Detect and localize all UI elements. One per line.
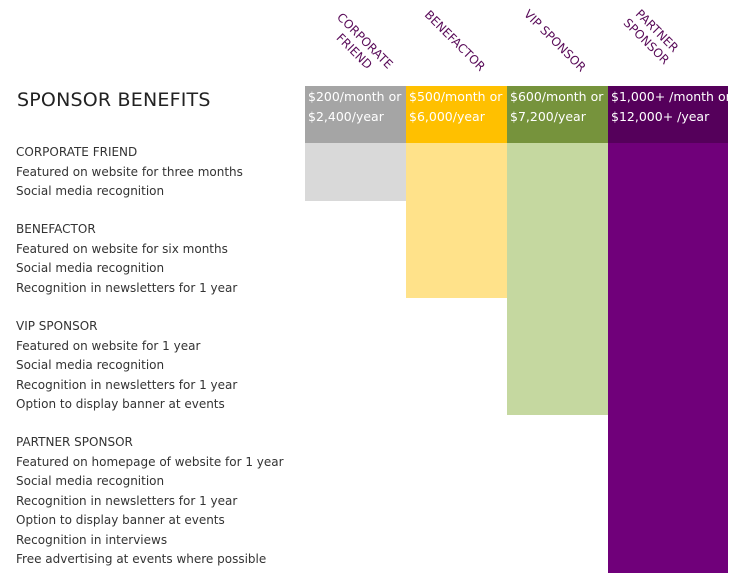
benefit-item: Social media recognition bbox=[16, 474, 165, 488]
tier-header-vip-sponsor: VIP SPONSOR bbox=[521, 7, 589, 75]
price-cell-corporate-friend: $200/month or $2,400/year bbox=[305, 86, 406, 143]
price-year-benefactor: $6,000/year bbox=[409, 109, 485, 124]
benefit-item: Recognition in interviews bbox=[16, 532, 168, 547]
price-year-partner-sponsor: $12,000+ /year bbox=[611, 109, 710, 124]
benefit-item: Option to display banner at events bbox=[16, 397, 225, 411]
coverage-bar-vip-sponsor bbox=[507, 143, 608, 415]
coverage-bar-benefactor bbox=[406, 143, 507, 298]
group-heading: PARTNER SPONSOR bbox=[16, 435, 133, 449]
tier-header-corporate-friend: CORPORATE FRIEND bbox=[333, 10, 396, 73]
price-month-corporate-friend: $200/month or bbox=[308, 89, 402, 104]
benefit-item: Free advertising at events where possibl… bbox=[16, 552, 267, 566]
group-heading: CORPORATE FRIEND bbox=[16, 145, 138, 159]
benefit-item: Option to display banner at events bbox=[16, 513, 225, 527]
coverage-bar-corporate-friend bbox=[305, 143, 406, 201]
coverage-bar-partner-sponsor bbox=[608, 143, 728, 573]
price-month-benefactor: $500/month or bbox=[409, 89, 503, 104]
benefit-item: Recognition in newsletters for 1 year bbox=[16, 493, 238, 508]
tier-header-partner-sponsor: PARTNER SPONSOR bbox=[620, 6, 682, 68]
price-year-corporate-friend: $2,400/year bbox=[308, 109, 384, 124]
benefit-group-benefactor: BENEFACTOR Featured on website for six m… bbox=[16, 220, 306, 298]
benefit-item: Featured on homepage of website for 1 ye… bbox=[16, 454, 284, 469]
page-title: SPONSOR BENEFITS bbox=[17, 89, 211, 111]
price-cell-partner-sponsor: $1,000+ /month or $12,000+ /year bbox=[608, 86, 731, 143]
price-month-vip-sponsor: $600/month or bbox=[510, 89, 604, 104]
group-heading: BENEFACTOR bbox=[16, 222, 96, 236]
price-year-vip-sponsor: $7,200/year bbox=[510, 109, 586, 124]
price-month-partner-sponsor: $1,000+ /month or bbox=[611, 89, 731, 104]
benefit-item: Featured on website for six months bbox=[16, 241, 228, 256]
group-heading: VIP SPONSOR bbox=[16, 319, 98, 333]
benefit-item: Social media recognition bbox=[16, 261, 165, 275]
price-cell-vip-sponsor: $600/month or $7,200/year bbox=[507, 86, 608, 143]
benefit-group-vip-sponsor: VIP SPONSOR Featured on website for 1 ye… bbox=[16, 317, 306, 415]
benefit-group-corporate-friend: CORPORATE FRIEND Featured on website for… bbox=[16, 143, 306, 202]
benefit-item: Featured on website for three months bbox=[16, 164, 243, 179]
benefit-group-partner-sponsor: PARTNER SPONSOR Featured on homepage of … bbox=[16, 433, 306, 570]
benefit-item: Featured on website for 1 year bbox=[16, 338, 201, 353]
tier-header-benefactor: BENEFACTOR bbox=[421, 7, 488, 74]
benefit-item: Social media recognition bbox=[16, 184, 165, 198]
price-cell-benefactor: $500/month or $6,000/year bbox=[406, 86, 507, 143]
benefit-item: Recognition in newsletters for 1 year bbox=[16, 280, 238, 295]
benefit-item: Social media recognition bbox=[16, 358, 165, 372]
benefit-item: Recognition in newsletters for 1 year bbox=[16, 377, 238, 392]
